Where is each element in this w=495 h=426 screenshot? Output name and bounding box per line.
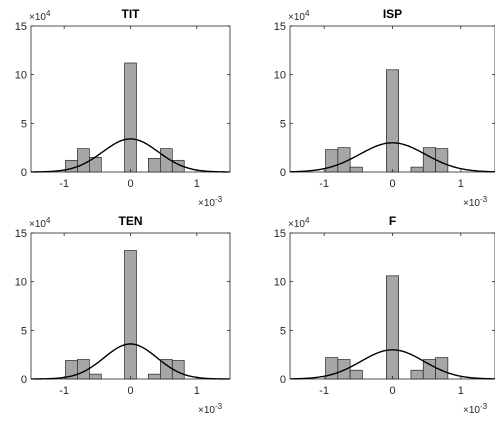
histogram-bar <box>386 276 398 379</box>
y-tick-label: 0 <box>21 167 27 179</box>
y-tick-label: 10 <box>274 70 286 82</box>
x-exponent-label: ×10-3 <box>463 195 488 209</box>
histogram-bar <box>89 374 101 379</box>
subplot-title: TEN <box>119 214 143 228</box>
x-tick-label: -1 <box>319 385 329 397</box>
y-tick-label: 0 <box>280 167 286 179</box>
histogram-bar <box>423 148 435 172</box>
x-tick-label: 1 <box>194 178 200 190</box>
histogram-bar <box>411 167 423 172</box>
x-exponent-label: ×10-3 <box>463 402 488 416</box>
y-tick-label: 15 <box>15 228 27 240</box>
x-tick-label: 1 <box>458 385 464 397</box>
x-tick-label: 1 <box>194 385 200 397</box>
x-tick-label: 1 <box>458 178 464 190</box>
y-tick-label: 15 <box>274 21 286 33</box>
y-exponent-label: ×104 <box>288 216 310 230</box>
x-exponent-label: ×10-3 <box>198 195 223 209</box>
x-exponent-label: ×10-3 <box>198 402 223 416</box>
y-tick-label: 5 <box>21 118 27 130</box>
histogram-bar <box>411 370 423 379</box>
y-tick-label: 5 <box>21 325 27 337</box>
y-tick-label: 10 <box>15 70 27 82</box>
x-tick-label: -1 <box>319 178 329 190</box>
histogram-bar <box>148 158 160 172</box>
x-tick-label: 0 <box>127 178 133 190</box>
subplot-title: ISP <box>383 7 402 21</box>
y-exponent-label: ×104 <box>29 9 51 23</box>
histogram-bar <box>338 360 350 379</box>
subplot-title: F <box>389 214 396 228</box>
histogram-bar <box>148 374 160 379</box>
histogram-bar <box>386 70 398 172</box>
x-tick-label: 0 <box>127 385 133 397</box>
subplot-title: TIT <box>122 7 141 21</box>
y-exponent-label: ×104 <box>288 9 310 23</box>
y-tick-label: 5 <box>280 325 286 337</box>
y-tick-label: 0 <box>280 374 286 386</box>
y-tick-label: 10 <box>274 277 286 289</box>
y-tick-label: 5 <box>280 118 286 130</box>
y-tick-label: 10 <box>15 277 27 289</box>
x-tick-label: -1 <box>59 178 69 190</box>
y-tick-label: 0 <box>21 374 27 386</box>
histogram-bar <box>350 370 362 379</box>
x-tick-label: 0 <box>389 385 395 397</box>
histogram-bar <box>125 251 137 379</box>
y-exponent-label: ×104 <box>29 216 51 230</box>
histogram-bar <box>65 160 77 172</box>
y-tick-label: 15 <box>274 228 286 240</box>
y-tick-label: 15 <box>15 21 27 33</box>
x-tick-label: -1 <box>59 385 69 397</box>
histogram-bar <box>77 149 89 172</box>
histogram-bar <box>125 63 137 172</box>
histogram-bar <box>350 167 362 172</box>
x-tick-label: 0 <box>389 178 395 190</box>
